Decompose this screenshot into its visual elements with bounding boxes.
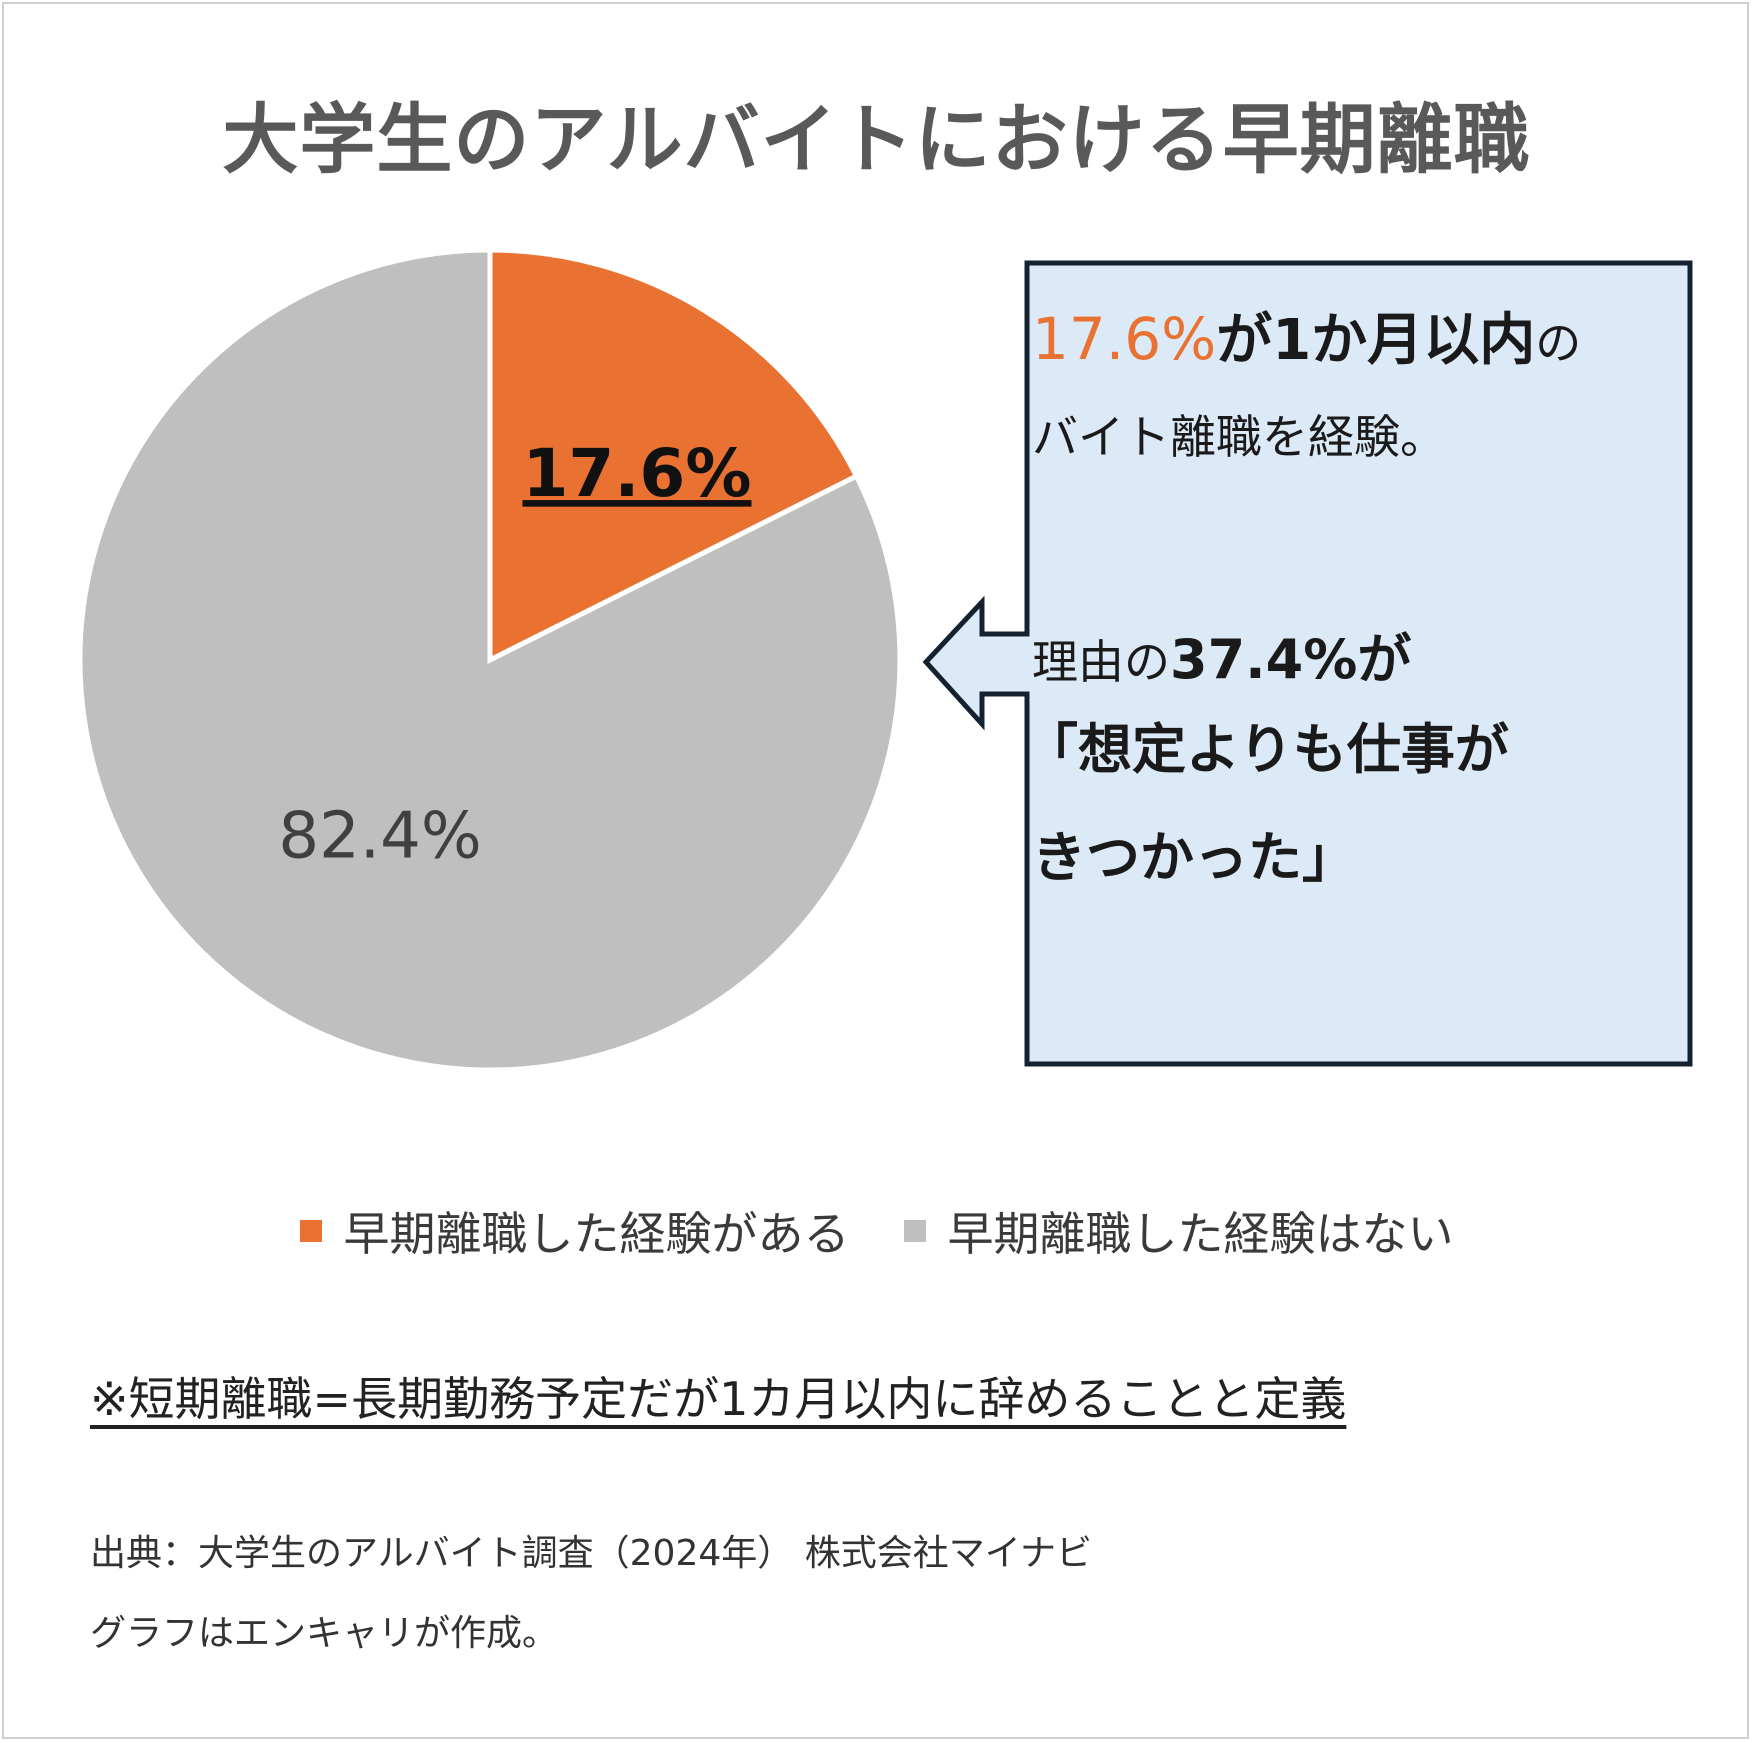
data-label-experienced: 17.6% bbox=[523, 435, 752, 512]
legend-item-experienced: 早期離職した経験がある bbox=[299, 1198, 850, 1264]
legend-swatch-orange bbox=[299, 1220, 322, 1242]
source-line-2: グラフはエンキャリが作成。 bbox=[90, 1613, 559, 1654]
callout-line-4: 「想定よりも仕事が bbox=[1024, 718, 1509, 781]
chart-legend: 早期離職した経験がある 早期離職した経験はない bbox=[0, 1198, 1753, 1264]
legend-label-not-experienced: 早期離職した経験はない bbox=[947, 1207, 1454, 1261]
callout-reason-head: 理由の bbox=[1032, 635, 1170, 689]
legend-label-experienced: 早期離職した経験がある bbox=[343, 1207, 850, 1261]
source-line-1: 出典：大学生のアルバイト調査（2024年） 株式会社マイナビ bbox=[90, 1533, 1092, 1574]
callout-reason-pct: 37.4%が bbox=[1170, 628, 1412, 691]
callout-box bbox=[922, 260, 1693, 1067]
pie-slice-not-experienced bbox=[77, 247, 903, 1073]
callout-line-2: バイト離職を経験。 bbox=[1032, 410, 1446, 464]
legend-item-not-experienced: 早期離職した経験はない bbox=[903, 1198, 1454, 1264]
callout-line-3: 理由の37.4%が bbox=[1032, 615, 1411, 694]
pie-slice-experienced bbox=[487, 247, 860, 665]
callout-line-1: 17.6%が1か月以内の bbox=[1032, 295, 1581, 376]
data-label-not-experienced: 82.4% bbox=[278, 800, 481, 874]
callout-line-5: きつかった」 bbox=[1032, 826, 1356, 889]
chart-title: 大学生のアルバイトにおける早期離職 bbox=[222, 95, 1531, 184]
legend-swatch-gray bbox=[903, 1220, 926, 1242]
definition-note: ※短期離職=長期勤務予定だが1カ月以内に辞めることと定義 bbox=[90, 1372, 1347, 1426]
callout-tail: の bbox=[1535, 316, 1582, 370]
callout-highlight-pct: 17.6% bbox=[1032, 305, 1217, 373]
callout-bold-text: が1か月以内 bbox=[1216, 308, 1536, 373]
